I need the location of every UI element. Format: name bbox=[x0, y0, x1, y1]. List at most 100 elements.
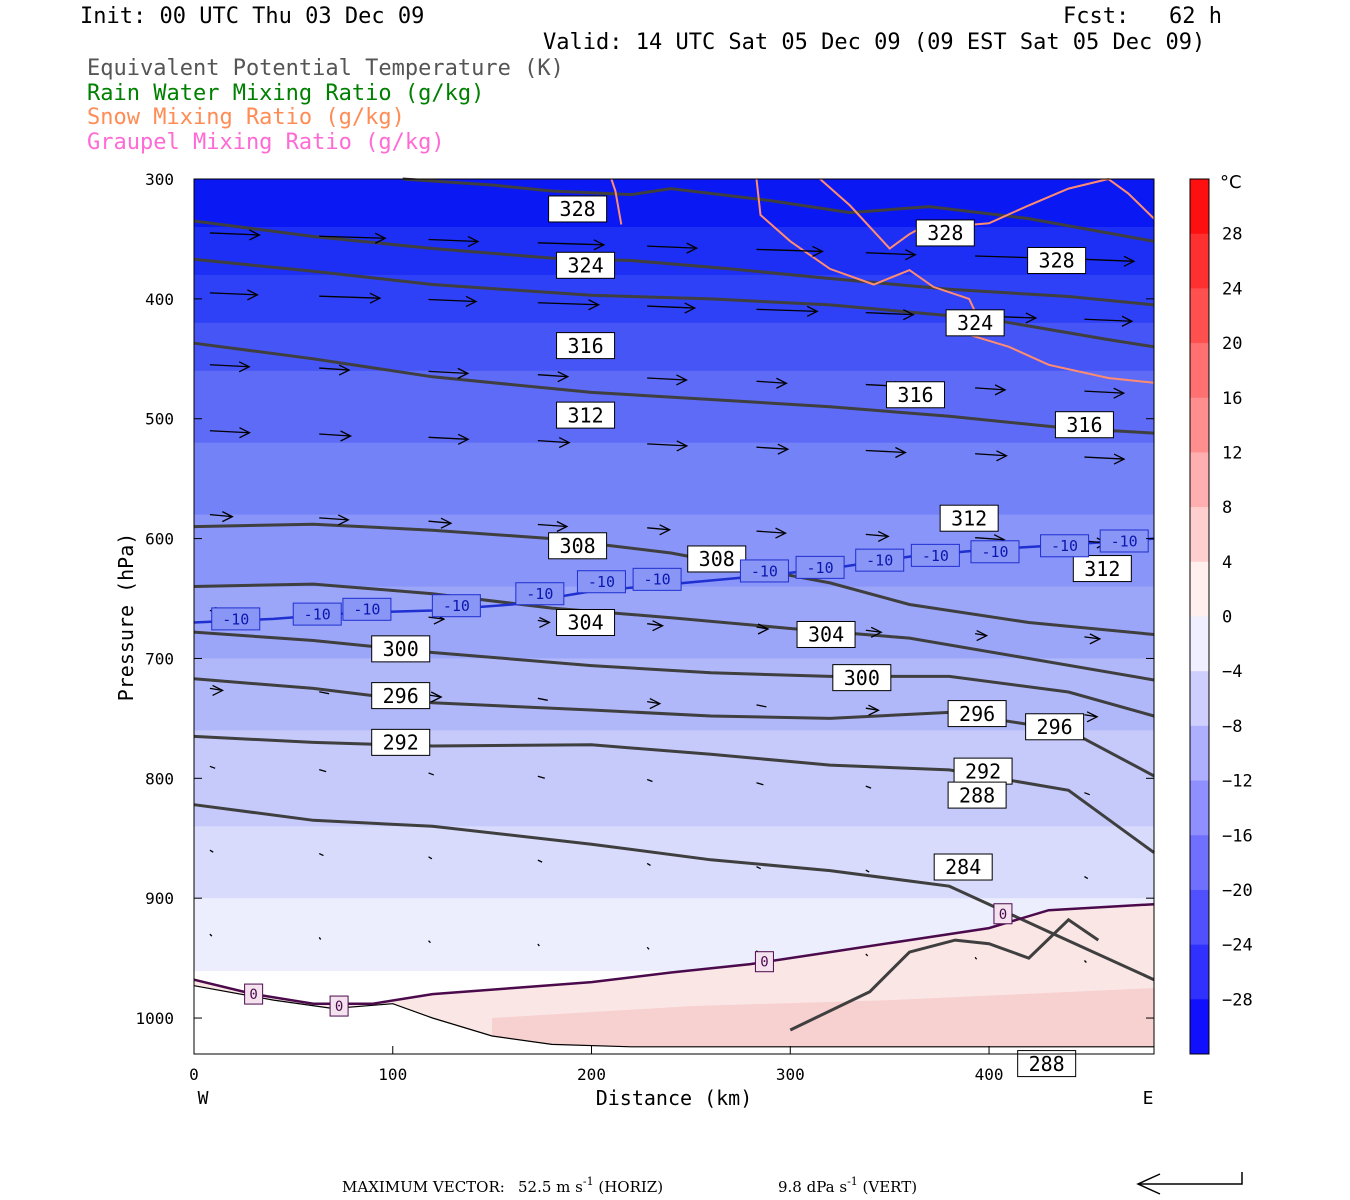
theta-e-label-324-box bbox=[945, 309, 1005, 337]
isotherm-minus10-label-box bbox=[342, 597, 392, 621]
wind-vector bbox=[428, 238, 479, 243]
isotherm-minus10-label-box bbox=[576, 570, 626, 594]
colorbar-tick-label: 28 bbox=[1222, 225, 1242, 245]
wind-vector bbox=[647, 443, 687, 447]
snow-contour-1 bbox=[755, 178, 1155, 384]
wind-vector bbox=[537, 523, 567, 528]
y-tick-label: 600 bbox=[145, 530, 174, 549]
isotherm-minus10-label: -10 bbox=[515, 582, 565, 606]
wind-vector-head bbox=[1121, 315, 1134, 327]
colorbar-swatch bbox=[1190, 725, 1209, 782]
x-tick-label: 300 bbox=[776, 1065, 805, 1084]
wind-vector bbox=[1084, 636, 1100, 640]
theta-e-label-328-box bbox=[548, 195, 608, 223]
colorbar-swatch bbox=[1190, 397, 1209, 453]
wind-vector bbox=[647, 527, 670, 531]
theta-e-label-316-box bbox=[1054, 411, 1114, 439]
wind-vector-head bbox=[457, 367, 470, 379]
theta-e-label-328-box bbox=[1027, 247, 1087, 275]
wind-vector bbox=[865, 311, 914, 316]
theta-e-contour-284 bbox=[789, 917, 1100, 1032]
wind-vector bbox=[319, 517, 349, 521]
wind-vector-head bbox=[593, 239, 606, 251]
wind-vector-head bbox=[806, 305, 819, 317]
theta-e-label-300-box bbox=[371, 635, 431, 663]
wind-vector bbox=[865, 629, 882, 633]
isotherm-minus10-label-box bbox=[970, 540, 1020, 564]
wind-vector-head bbox=[1123, 255, 1136, 267]
theta-e-label-292-box bbox=[371, 728, 431, 756]
terrain-outline bbox=[193, 985, 1154, 1048]
theta-e-label-304-text: 304 bbox=[567, 611, 603, 635]
wind-vector bbox=[865, 953, 869, 957]
theta-e-label-312: 312 bbox=[939, 504, 999, 532]
footer-horiz: 52.5 m s-1 (HORIZ) bbox=[518, 1175, 663, 1196]
legend-theta-e: Equivalent Potential Temperature (K) bbox=[87, 56, 564, 81]
theta-e-label-316: 316 bbox=[885, 381, 945, 409]
forecast-hour: Fcst: 62 h bbox=[1063, 4, 1222, 29]
colorbar: 28 24 20 16 12 8 4 0 −4 −8 −12 −16 −20 −24 −28 bbox=[1189, 178, 1253, 1055]
wind-vector bbox=[1084, 390, 1124, 394]
isotherm-minus10-label-box bbox=[739, 559, 789, 583]
isotherm-zero-label-box bbox=[754, 951, 774, 973]
isotherm-minus10-label-text: -10 bbox=[644, 571, 671, 589]
wind-vector bbox=[319, 295, 380, 299]
axes: 300 400 500 600 700 800 900 1000 0 100 200 300 400 bbox=[135, 170, 1154, 1084]
wind-vector bbox=[1084, 318, 1132, 322]
wind-vector bbox=[428, 772, 435, 776]
theta-e-label-328-text: 328 bbox=[560, 197, 596, 221]
theta-e-contour-308 bbox=[193, 522, 1155, 636]
colorbar-tick-label: −20 bbox=[1222, 881, 1253, 901]
isotherm-minus10-label: -10 bbox=[1040, 534, 1090, 558]
wind-vector bbox=[428, 370, 468, 375]
y-tick-label: 500 bbox=[145, 410, 174, 429]
wind-vector bbox=[319, 691, 330, 695]
theta-e-label-308-text: 308 bbox=[560, 534, 596, 558]
wind-vector-head bbox=[777, 443, 790, 455]
colorbar-swatch bbox=[1190, 999, 1209, 1055]
y-tick-label: 700 bbox=[145, 649, 174, 668]
theta-e-label-300-box bbox=[832, 664, 892, 692]
wind-vector bbox=[537, 943, 540, 947]
colorbar-tick-label: 0 bbox=[1222, 608, 1232, 628]
wind-vector bbox=[974, 956, 978, 960]
theta-e-label-296-text: 296 bbox=[383, 684, 419, 708]
isotherm-minus10-label-text: -10 bbox=[304, 606, 331, 624]
footer: MAXIMUM VECTOR: 52.5 m s-1 (HORIZ) 9.8 d… bbox=[342, 1175, 917, 1196]
theta-e-label-304-text: 304 bbox=[808, 623, 844, 647]
wind-vector bbox=[1084, 876, 1089, 880]
theta-e-label-292: 292 bbox=[953, 757, 1013, 785]
wind-vector bbox=[865, 449, 906, 454]
wind-vector bbox=[319, 235, 386, 239]
wind-vector bbox=[975, 453, 1007, 457]
colorbar-swatch bbox=[1190, 343, 1209, 399]
isotherm-minus10-label-box bbox=[632, 567, 682, 591]
isotherm-minus10-label-text: -10 bbox=[1111, 532, 1138, 550]
theta-e-label-296: 296 bbox=[947, 700, 1007, 728]
wind-vector bbox=[1083, 960, 1087, 963]
theta-e-label-308-box bbox=[548, 532, 608, 560]
theta-e-label-296-text: 296 bbox=[959, 702, 995, 726]
wind-vector-head bbox=[812, 245, 824, 258]
wind-vector-head bbox=[369, 292, 382, 304]
wind-vector bbox=[756, 380, 787, 384]
wind-vector bbox=[756, 446, 788, 450]
theta-e-label-316-text: 316 bbox=[567, 334, 603, 358]
theta-e-label-300-text: 300 bbox=[844, 666, 880, 690]
isotherm-zero bbox=[193, 902, 1155, 1005]
theta-e-label-316: 316 bbox=[1054, 411, 1114, 439]
wind-vector bbox=[756, 782, 764, 786]
colorbar-swatch bbox=[1190, 561, 1209, 617]
wind-vector bbox=[318, 852, 324, 857]
x-tick-label: 0 bbox=[189, 1065, 199, 1084]
wind-vector-head bbox=[588, 299, 601, 311]
wind-vector bbox=[647, 245, 697, 249]
wind-vector bbox=[646, 946, 650, 950]
valid-time: Valid: 14 UTC Sat 05 Dec 09 (09 EST Sat … bbox=[543, 30, 1206, 55]
temp-band-1 bbox=[194, 226, 1154, 276]
theta-e-label-304-box bbox=[556, 608, 616, 636]
wind-vector bbox=[428, 856, 433, 860]
wind-vector bbox=[428, 520, 452, 524]
theta-e-label-312-text: 312 bbox=[567, 403, 603, 427]
